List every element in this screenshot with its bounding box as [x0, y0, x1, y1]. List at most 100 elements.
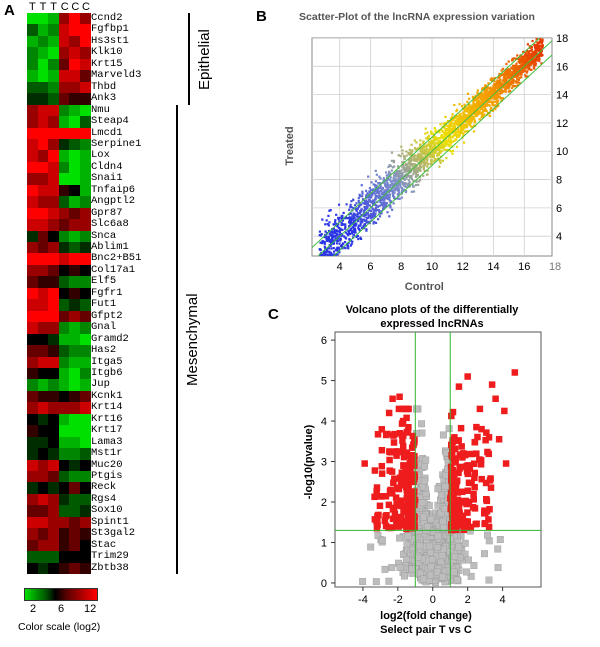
scatter-point	[383, 189, 386, 192]
heatmap-cell	[27, 436, 38, 449]
scatter-point	[511, 57, 514, 60]
volcano-point-significant	[378, 462, 386, 470]
scatter-point	[379, 182, 382, 185]
heatmap-row-label: Ablim1	[91, 241, 129, 253]
volcano-point-significant	[374, 431, 382, 438]
heatmap-cell	[69, 81, 81, 94]
heatmap-cell	[48, 93, 60, 105]
scatter-point	[324, 247, 327, 250]
scatter-point	[400, 169, 403, 172]
scatter-point	[387, 187, 390, 190]
scatter-point	[327, 253, 330, 256]
scatter-point	[535, 49, 538, 52]
scatter-point	[394, 178, 397, 181]
heatmap-cell	[48, 127, 60, 140]
scatter-point	[417, 157, 421, 161]
scatter-point	[506, 70, 509, 73]
heatmap-cell	[58, 264, 70, 277]
scatter-point	[487, 100, 491, 103]
heatmap-cell	[48, 196, 60, 209]
volcano-y-tick-label: 2	[321, 497, 327, 509]
scatter-point	[470, 106, 473, 109]
scatter-point	[337, 216, 341, 220]
scatter-point	[399, 181, 402, 184]
scatter-point	[383, 191, 386, 194]
scatter-point	[534, 62, 538, 65]
color-scale-tick: 12	[84, 603, 97, 615]
scatter-point	[507, 85, 511, 89]
scatter-point	[523, 66, 526, 70]
scatter-point	[340, 221, 343, 224]
scatter-point	[415, 180, 418, 183]
heatmap-cell	[37, 138, 49, 151]
scatter-point	[335, 213, 338, 216]
heatmap-cell	[48, 24, 60, 37]
scatter-point	[425, 161, 428, 164]
scatter-point	[349, 212, 352, 215]
scatter-point	[511, 73, 514, 77]
scatter-point	[511, 79, 515, 82]
scatter-point	[517, 75, 520, 78]
scatter-point	[515, 81, 518, 84]
heatmap-cell	[58, 58, 70, 71]
scatter-point	[450, 129, 453, 132]
scatter-point	[400, 172, 404, 175]
volcano-point	[378, 536, 386, 544]
scatter-point	[445, 128, 448, 131]
scatter-point	[381, 186, 385, 190]
scatter-point	[510, 86, 514, 90]
scatter-point	[499, 78, 502, 81]
scatter-point	[382, 208, 385, 211]
heatmap-cell	[69, 35, 81, 48]
heatmap-row-label: Krt16	[91, 412, 123, 425]
heatmap-cell	[48, 116, 60, 128]
volcano-point-significant	[452, 484, 460, 492]
scatter-point	[451, 152, 454, 155]
scatter-point	[386, 211, 389, 214]
scatter-point	[410, 143, 413, 146]
heatmap-cell	[27, 425, 38, 438]
scatter-point	[341, 216, 344, 220]
scatter-point	[494, 100, 497, 103]
heatmap-cell	[48, 516, 60, 529]
scatter-point	[363, 199, 366, 203]
scatter-point	[405, 170, 409, 173]
scatter-point	[399, 154, 402, 158]
scatter-point	[477, 99, 480, 102]
heatmap-column-header: C	[60, 1, 69, 13]
scatter-point	[483, 91, 487, 94]
volcano-x-axis-label: log2(fold change)	[380, 610, 472, 622]
volcano-point	[445, 425, 453, 433]
scatter-point	[508, 68, 511, 71]
scatter-point	[365, 213, 368, 216]
volcano-point-significant	[449, 472, 457, 479]
scatter-point	[437, 146, 440, 150]
heatmap-cell	[69, 276, 81, 289]
scatter-point	[407, 158, 410, 162]
scatter-point	[462, 132, 465, 135]
heatmap-cell	[27, 367, 38, 380]
scatter-point	[448, 124, 451, 127]
heatmap-cell	[80, 47, 91, 60]
scatter-point	[385, 180, 388, 183]
volcano-point-significant	[511, 369, 519, 376]
scatter-point	[355, 222, 358, 225]
scatter-point	[467, 130, 470, 133]
scatter-point	[526, 70, 529, 73]
scatter-point	[379, 184, 382, 187]
scatter-point	[431, 146, 434, 149]
scatter-point	[516, 84, 520, 87]
volcano-x-axis-sublabel: Select pair T vs C	[380, 624, 472, 636]
scatter-point	[415, 173, 418, 176]
scatter-point	[349, 239, 353, 242]
scatter-point	[438, 148, 441, 151]
scatter-point	[448, 122, 451, 125]
scatter-point	[430, 162, 433, 165]
scatter-point	[352, 229, 355, 232]
heatmap-cell	[48, 58, 60, 71]
scatter-point	[534, 57, 538, 60]
volcano-point-significant	[389, 506, 397, 513]
volcano-point-significant	[452, 455, 459, 462]
scatter-point	[422, 152, 425, 156]
heatmap-cell	[27, 47, 38, 60]
